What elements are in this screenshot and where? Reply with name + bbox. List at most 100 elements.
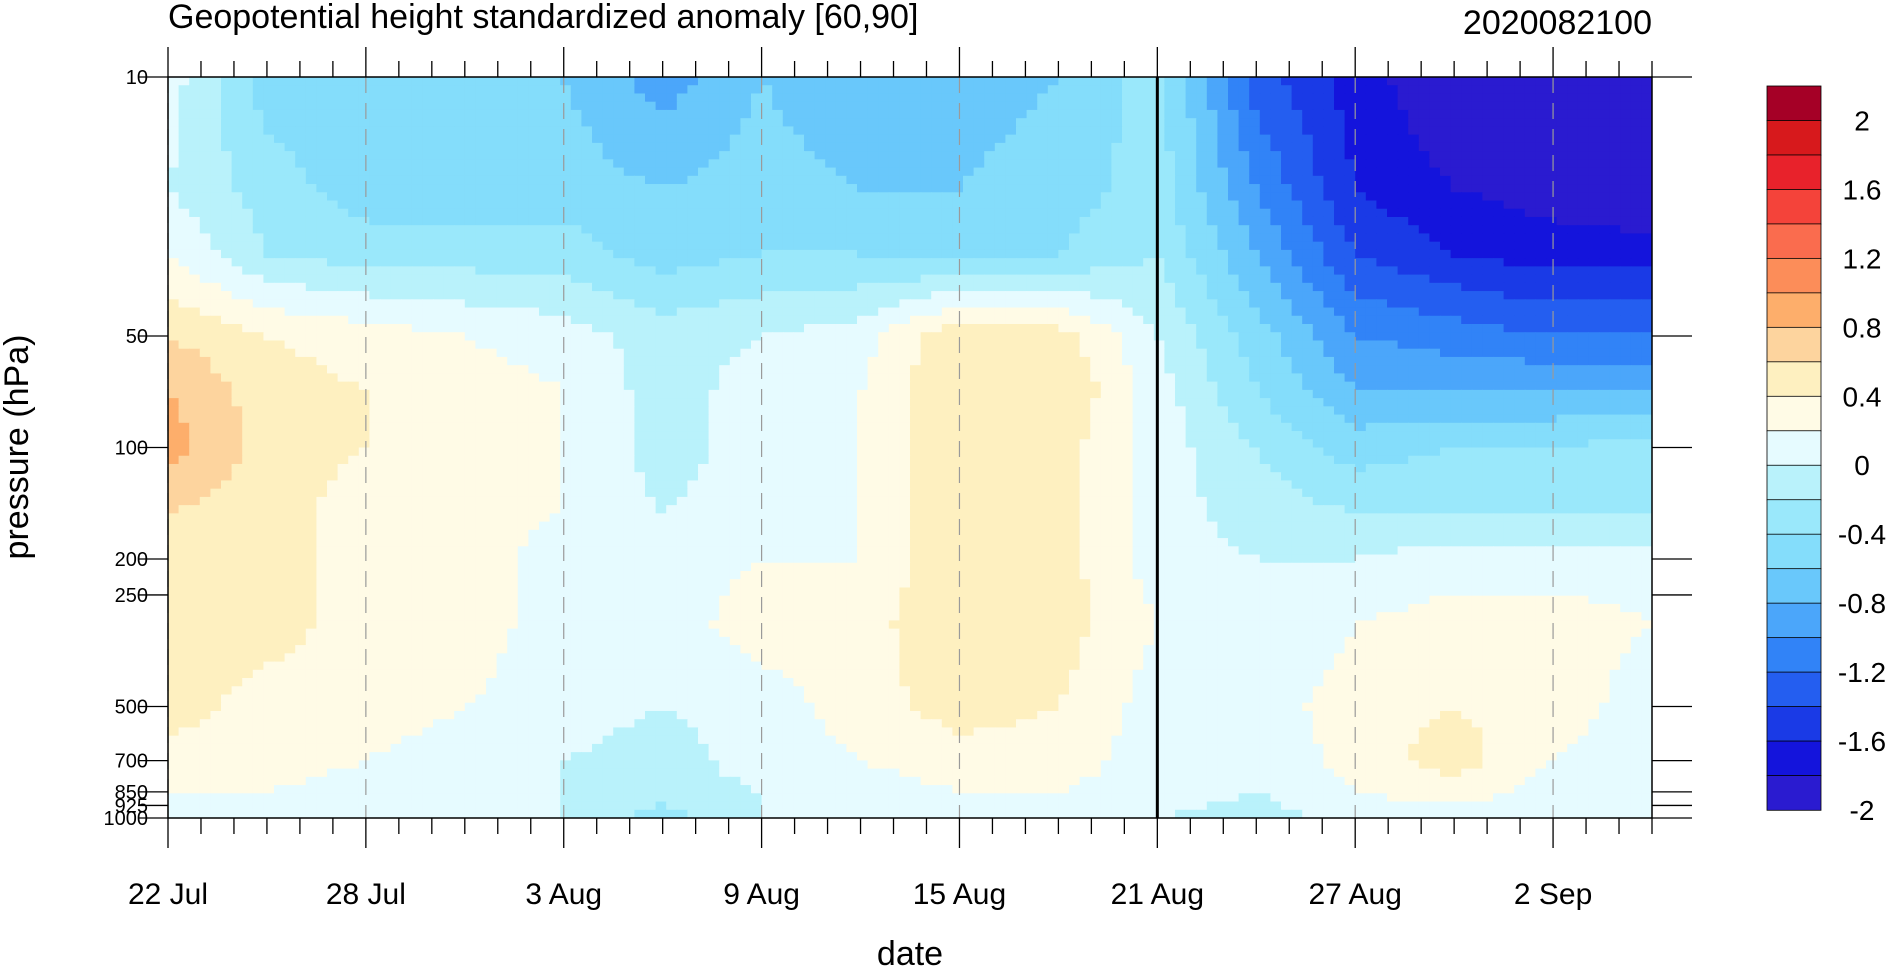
contour-cell <box>178 77 190 86</box>
contour-cell <box>772 225 784 235</box>
contour-cell <box>634 356 646 366</box>
contour-cell <box>528 315 540 325</box>
contour-cell <box>1567 307 1579 317</box>
contour-cell <box>168 101 180 111</box>
contour-cell <box>888 101 900 111</box>
contour-cell <box>1334 118 1346 127</box>
contour-cell <box>1079 291 1091 300</box>
contour-cell <box>252 340 264 350</box>
contour-cell <box>486 109 498 119</box>
contour-cell <box>1387 233 1399 243</box>
contour-cell <box>857 299 869 309</box>
contour-cell <box>369 192 381 202</box>
contour-cell <box>348 216 360 226</box>
contour-cell <box>348 340 360 350</box>
contour-cell <box>1122 356 1134 366</box>
contour-cell <box>1037 241 1049 251</box>
contour-cell <box>698 274 710 284</box>
contour-cell <box>1376 216 1388 226</box>
contour-cell <box>242 126 254 136</box>
contour-cell <box>814 208 826 218</box>
contour-cell <box>1217 307 1229 317</box>
contour-cell <box>369 142 381 152</box>
contour-cell <box>1302 200 1314 210</box>
contour-cell <box>1577 258 1589 267</box>
contour-cell <box>952 233 964 243</box>
contour-cell <box>1535 151 1547 160</box>
contour-cell <box>1450 109 1462 119</box>
contour-cell <box>295 299 307 309</box>
contour-cell <box>1535 225 1547 235</box>
contour-cell <box>1493 282 1505 292</box>
contour-cell <box>814 118 826 127</box>
contour-cell <box>984 249 996 259</box>
contour-cell <box>348 200 360 210</box>
contour-cell <box>221 85 233 95</box>
contour-cell <box>910 192 922 202</box>
contour-cell <box>1514 299 1526 309</box>
contour-cell <box>1005 340 1017 350</box>
contour-cell <box>433 85 445 95</box>
contour-cell <box>1630 225 1642 235</box>
contour-cell <box>634 109 646 119</box>
contour-cell <box>369 175 381 185</box>
contour-cell <box>1206 208 1218 218</box>
contour-cell <box>454 216 466 226</box>
contour-cell <box>814 134 826 144</box>
contour-cell <box>422 175 434 185</box>
contour-cell <box>1090 85 1102 95</box>
contour-cell <box>941 274 953 284</box>
contour-cell <box>1249 233 1261 243</box>
contour-cell <box>1493 241 1505 251</box>
contour-cell <box>581 340 593 350</box>
contour-cell <box>941 167 953 177</box>
contour-cell <box>910 77 922 86</box>
contour-cell <box>1196 134 1208 144</box>
contour-cell <box>168 216 180 226</box>
contour-cell <box>910 258 922 267</box>
contour-cell <box>1408 151 1420 160</box>
contour-cell <box>782 299 794 309</box>
contour-cell <box>941 159 953 169</box>
contour-cell <box>1440 225 1452 235</box>
contour-cell <box>539 266 551 276</box>
contour-cell <box>1217 291 1229 300</box>
contour-cell <box>1577 93 1589 103</box>
contour-cell <box>178 216 190 226</box>
contour-cell <box>1599 324 1611 333</box>
contour-cell <box>1418 184 1430 193</box>
contour-cell <box>1259 175 1271 185</box>
contour-cell <box>1397 77 1409 86</box>
contour-cell <box>793 142 805 152</box>
contour-cell <box>634 249 646 259</box>
contour-cell <box>888 77 900 86</box>
contour-cell <box>274 241 286 251</box>
contour-cell <box>888 241 900 251</box>
contour-cell <box>1291 266 1303 276</box>
contour-cell <box>1641 241 1652 251</box>
contour-cell <box>1270 340 1282 350</box>
contour-cell <box>168 118 180 127</box>
contour-cell <box>443 126 455 136</box>
contour-cell <box>666 200 678 210</box>
contour-cell <box>1482 324 1494 333</box>
contour-cell <box>581 101 593 111</box>
contour-cell <box>994 216 1006 226</box>
contour-cell <box>337 340 349 350</box>
contour-cell <box>464 299 476 309</box>
contour-cell <box>1397 266 1409 276</box>
contour-cell <box>549 249 561 259</box>
contour-cell <box>242 159 254 169</box>
contour-cell <box>1397 200 1409 210</box>
contour-cell <box>549 77 561 86</box>
contour-cell <box>496 299 508 309</box>
contour-cell <box>1503 151 1515 160</box>
contour-cell <box>252 109 264 119</box>
contour-cell <box>263 175 275 185</box>
contour-cell <box>1334 241 1346 251</box>
contour-cell <box>751 291 763 300</box>
contour-cell <box>1556 208 1568 218</box>
contour-cell <box>284 274 296 284</box>
contour-cell <box>1514 208 1526 218</box>
contour-cell <box>1630 77 1642 86</box>
